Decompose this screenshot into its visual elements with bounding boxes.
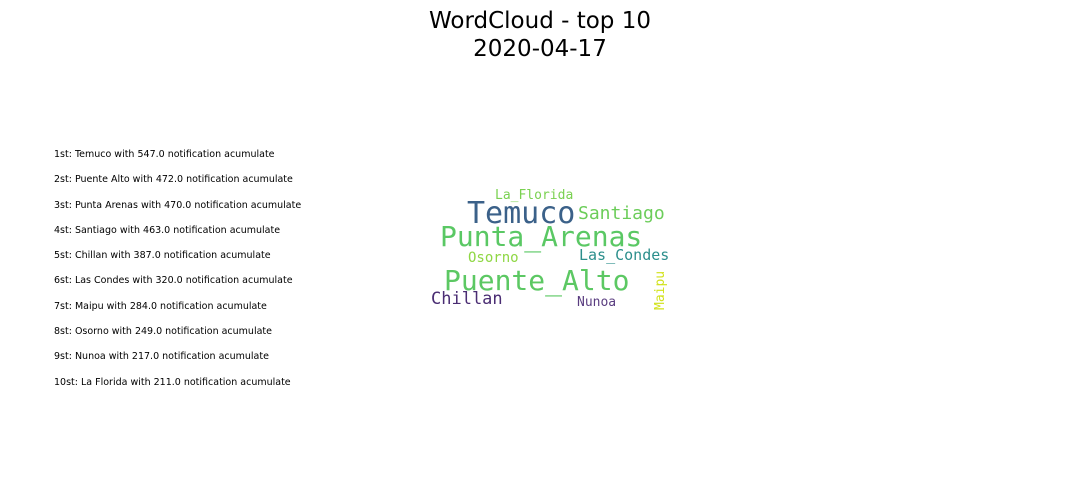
cloud-word-las-condes: Las_Condes xyxy=(579,246,669,264)
ranking-item: 4st: Santiago with 463.0 notification ac… xyxy=(54,224,281,236)
cloud-word-punta-arenas: Punta_Arenas xyxy=(440,220,642,254)
chart-title-line2: 2020-04-17 xyxy=(473,36,607,62)
ranking-item: 10st: La Florida with 211.0 notification… xyxy=(54,376,291,388)
cloud-word-la-florida: La_Florida xyxy=(495,188,573,203)
ranking-item: 6st: Las Condes with 320.0 notification … xyxy=(54,275,293,287)
ranking-item: 8st: Osorno with 249.0 notification acum… xyxy=(54,326,272,338)
cloud-word-chillan: Chillan xyxy=(431,289,503,309)
chart-title: WordCloud - top 10 2020-04-17 xyxy=(0,7,1080,63)
chart-title-line1: WordCloud - top 10 xyxy=(428,8,651,34)
ranking-item: 9st: Nunoa with 217.0 notification acumu… xyxy=(54,351,269,363)
cloud-word-puente-alto: Puente_Alto xyxy=(444,264,629,298)
cloud-word-temuco: Temuco xyxy=(467,196,575,231)
ranking-item: 1st: Temuco with 547.0 notification acum… xyxy=(54,149,275,160)
cloud-word-maipu: Maipu xyxy=(653,271,668,310)
cloud-word-osorno: Osorno xyxy=(468,250,519,266)
cloud-word-nunoa: Nunoa xyxy=(577,295,616,310)
ranking-item: 3st: Punta Arenas with 470.0 notificatio… xyxy=(54,199,302,211)
ranking-list: 1st: Temuco with 547.0 notification acum… xyxy=(54,146,301,399)
ranking-item: 5st: Chillan with 387.0 notification acu… xyxy=(54,250,271,262)
ranking-item: 7st: Maipu with 284.0 notification acumu… xyxy=(54,300,267,312)
cloud-word-santiago: Santiago xyxy=(578,203,665,224)
ranking-item: 2st: Puente Alto with 472.0 notification… xyxy=(54,174,293,186)
